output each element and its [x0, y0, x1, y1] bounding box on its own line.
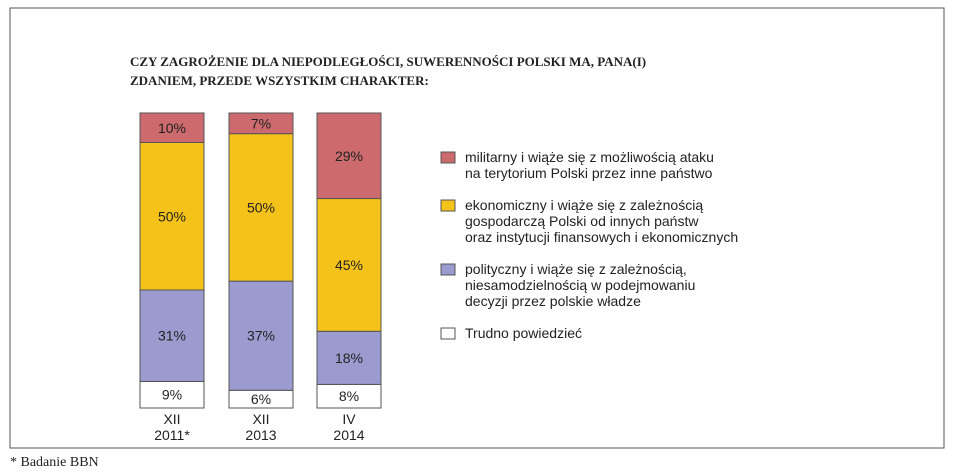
value-label: 6% [251, 391, 271, 407]
value-label: 29% [335, 148, 363, 164]
value-label: 8% [339, 388, 359, 404]
value-label: 37% [247, 328, 275, 344]
value-label: 31% [158, 328, 186, 344]
legend-swatch [440, 327, 456, 340]
value-label: 10% [158, 120, 186, 136]
legend-label: ekonomiczny i wiąże się z zależnością gos… [465, 197, 738, 245]
frame [9, 7, 945, 449]
legend-label: polityczny i wiąże się z zależnością, nie… [465, 261, 695, 309]
bar-segment [228, 280, 294, 391]
value-label: 50% [158, 208, 186, 224]
x-tick-label: XII 2013 [245, 411, 276, 443]
bar-segment [228, 133, 294, 282]
bar-segment [228, 112, 294, 135]
legend-swatch [440, 263, 456, 276]
value-label: 18% [335, 350, 363, 366]
bar-segment [139, 112, 205, 143]
bar-segment [316, 330, 382, 385]
legend-swatch [440, 199, 456, 212]
x-tick-label: IV 2014 [333, 411, 364, 443]
legend-label: militarny i wiąże się z możliwością atak… [465, 149, 714, 181]
legend-swatch [440, 151, 456, 164]
bar-segment [316, 198, 382, 332]
value-label: 9% [162, 387, 182, 403]
chart-title: CZY ZAGROŻENIE DLA NIEPODLEGŁOŚCI, SUWER… [130, 54, 646, 88]
bar-segment [316, 112, 382, 200]
value-label: 45% [335, 257, 363, 273]
x-tick-label: XII 2011* [154, 411, 190, 443]
value-label: 7% [251, 115, 271, 131]
footnote: * Badanie BBN [10, 455, 99, 470]
legend-label: Trudno powiedzieć [465, 325, 582, 341]
bar-segment [139, 289, 205, 382]
value-label: 50% [247, 199, 275, 215]
